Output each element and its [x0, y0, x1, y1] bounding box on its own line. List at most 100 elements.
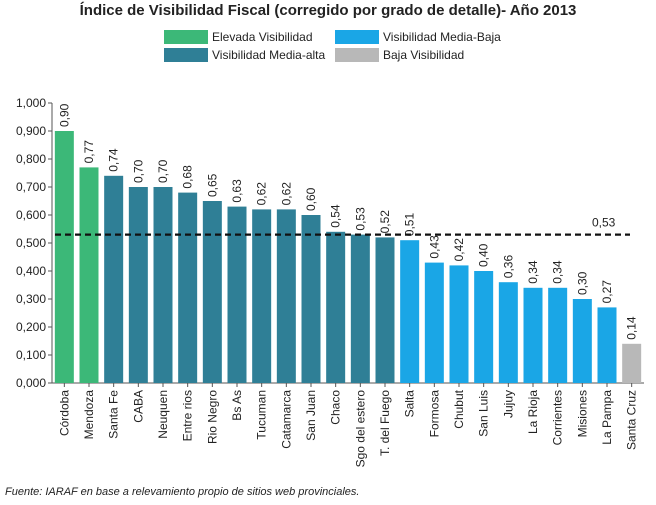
- bar: [79, 167, 99, 383]
- data-label: 0,30: [575, 271, 589, 295]
- y-tick-label: 0,500: [16, 236, 46, 250]
- data-label: 0,43: [427, 235, 441, 259]
- legend-item-media-alta: Visibilidad Media-alta: [164, 47, 325, 63]
- x-tick-label: Entre rios: [181, 390, 195, 441]
- chart-title: Índice de Visibilidad Fiscal (corregido …: [79, 2, 577, 19]
- x-tick-label: Formosa: [427, 390, 441, 438]
- y-tick-label: 0,600: [16, 208, 46, 222]
- source-note: Fuente: IARAF en base a relevamiento pro…: [5, 486, 360, 498]
- legend-swatch-media-alta: [164, 48, 208, 62]
- y-tick-label: 0,900: [16, 124, 46, 138]
- data-label: 0,74: [107, 148, 121, 172]
- data-label: 0,42: [452, 238, 466, 262]
- y-tick-label: 0,400: [16, 264, 46, 278]
- bar: [178, 192, 198, 383]
- data-label: 0,36: [501, 255, 515, 279]
- data-label: 0,70: [156, 159, 170, 183]
- x-tick-label: Chaco: [329, 390, 343, 425]
- bar: [622, 343, 642, 383]
- x-tick-label: La Rioja: [526, 390, 540, 434]
- data-label: 0,60: [304, 187, 318, 211]
- x-tick-label: Santa Fe: [107, 390, 121, 439]
- axis-layer: 0,0000,1000,2000,3000,4000,5000,6000,700…: [16, 96, 644, 390]
- legend-label-elevada: Elevada Visibilidad: [212, 30, 313, 44]
- data-label: 0,54: [329, 204, 343, 228]
- y-tick-label: 0,100: [16, 348, 46, 362]
- x-tick-label: Bs As: [230, 390, 244, 421]
- legend-label-media-alta: Visibilidad Media-alta: [212, 48, 326, 62]
- data-label: 0,52: [378, 210, 392, 234]
- legend-item-elevada: Elevada Visibilidad: [164, 29, 313, 45]
- bar: [375, 237, 395, 383]
- data-label: 0,63: [230, 179, 244, 203]
- data-label: 0,68: [181, 165, 195, 189]
- x-tick-label: Santa Cruz: [625, 390, 639, 450]
- legend-item-media-baja: Visibilidad Media-Baja: [335, 29, 501, 45]
- x-tick-label: San Juan: [304, 390, 318, 441]
- x-tick-label: La Pampa: [600, 390, 614, 445]
- data-label: 0,62: [255, 182, 269, 206]
- x-tick-label: Jujuy: [501, 390, 515, 418]
- bar: [548, 287, 568, 383]
- data-label: 0,40: [477, 243, 491, 267]
- bar: [326, 231, 346, 383]
- bar: [153, 187, 173, 383]
- y-tick-label: 0,700: [16, 180, 46, 194]
- bar: [276, 209, 296, 383]
- legend-label-media-baja: Visibilidad Media-Baja: [383, 30, 501, 44]
- bar: [474, 271, 494, 383]
- data-label: 0,90: [57, 103, 71, 127]
- legend-swatch-media-baja: [335, 30, 379, 44]
- bar: [202, 201, 222, 383]
- bar: [350, 234, 370, 383]
- y-tick-label: 0,200: [16, 320, 46, 334]
- x-tick-label: San Luis: [477, 390, 491, 437]
- x-tick-label: CABA: [131, 390, 145, 423]
- x-tick-label: Córdoba: [57, 390, 71, 436]
- data-label: 0,53: [353, 207, 367, 231]
- bar: [424, 262, 444, 383]
- bar: [498, 282, 518, 383]
- data-label: 0,14: [625, 316, 639, 340]
- x-tick-label: Tucuman: [255, 390, 269, 440]
- data-label: 0,65: [205, 173, 219, 197]
- data-label: 0,34: [551, 260, 565, 284]
- y-tick-label: 0,000: [16, 376, 46, 390]
- x-tick-label: Neuquen: [156, 390, 170, 439]
- x-tick-label: Misiones: [575, 390, 589, 437]
- x-tick-label: T. del Fuego: [378, 390, 392, 456]
- x-tick-label: Chubut: [452, 389, 466, 428]
- bar: [128, 187, 148, 383]
- bar-layer: [54, 131, 642, 383]
- data-label: 0,34: [526, 260, 540, 284]
- x-tick-label: Catamarca: [279, 390, 293, 449]
- legend-item-baja: Baja Visibilidad: [335, 47, 464, 63]
- bar: [301, 215, 321, 383]
- data-label: 0,70: [131, 159, 145, 183]
- data-label: 0,62: [279, 182, 293, 206]
- x-tick-label: Rio Negro: [205, 390, 219, 444]
- y-tick-label: 0,300: [16, 292, 46, 306]
- data-label: 0,77: [82, 140, 96, 164]
- legend-swatch-baja: [335, 48, 379, 62]
- bar: [400, 240, 420, 383]
- bar: [597, 307, 617, 383]
- bar: [227, 206, 247, 383]
- legend-swatch-elevada: [164, 30, 208, 44]
- x-tick-label: Salta: [403, 390, 417, 418]
- x-tick-label: Mendoza: [82, 390, 96, 440]
- bar: [104, 175, 124, 383]
- y-tick-label: 0,800: [16, 152, 46, 166]
- data-label: 0,27: [600, 280, 614, 304]
- data-label: 0,51: [403, 213, 417, 237]
- bar: [54, 131, 74, 383]
- bar: [523, 287, 543, 383]
- y-tick-label: 1,000: [16, 96, 46, 110]
- bar: [252, 209, 272, 383]
- average-label: 0,53: [592, 216, 616, 230]
- x-tick-label: Corrientes: [551, 390, 565, 445]
- bar: [572, 299, 592, 383]
- label-layer: 0,90 Córdoba 0,77 Mendoza 0,74 Santa Fe 0,70 CA…: [55, 103, 639, 467]
- legend-label-baja: Baja Visibilidad: [383, 48, 465, 62]
